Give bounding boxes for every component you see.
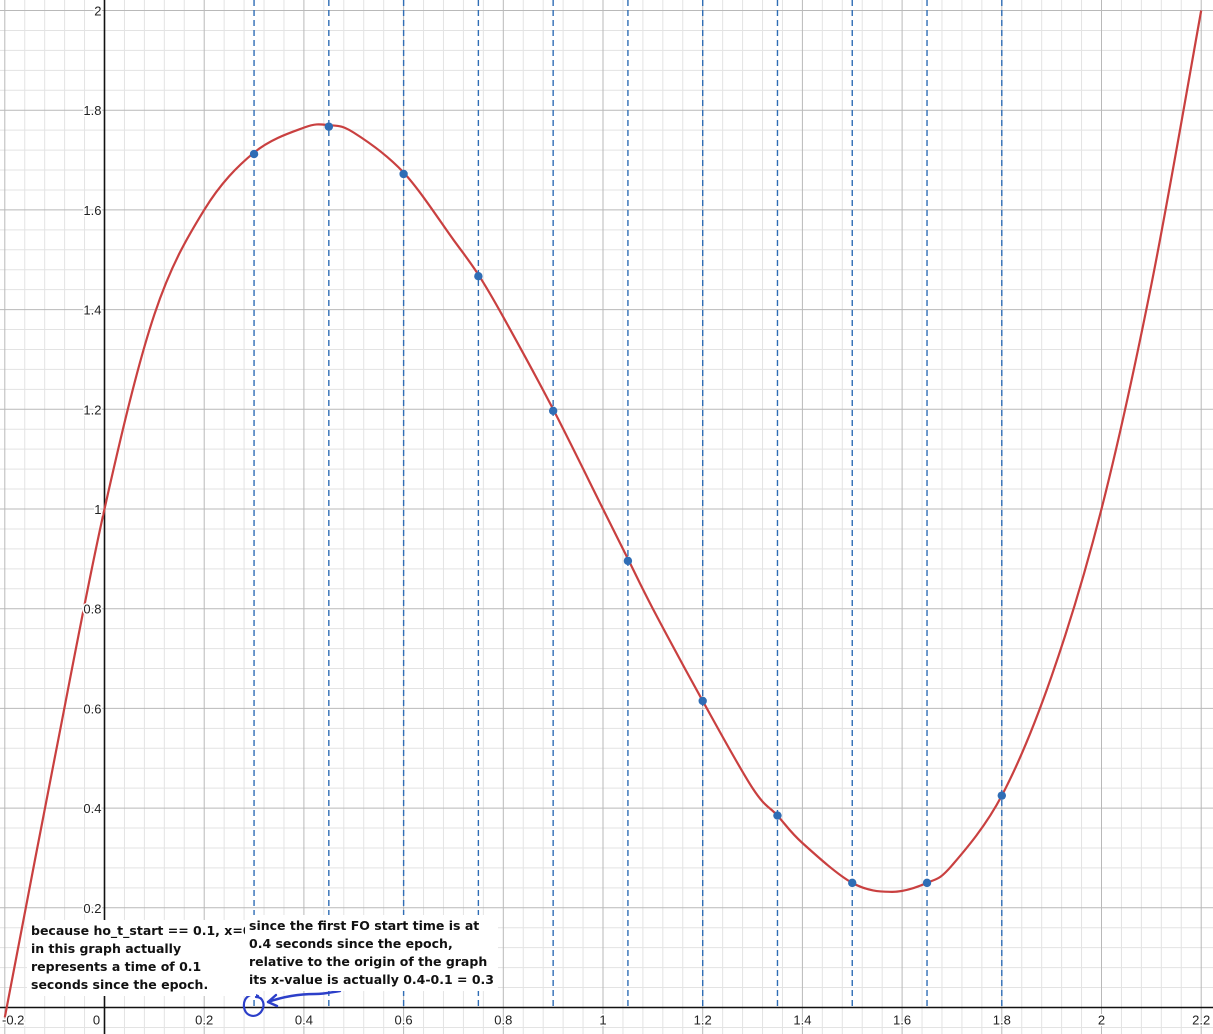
- x-tick-label: 2.2: [1192, 1013, 1210, 1028]
- y-tick-label: 1.4: [83, 303, 101, 318]
- annotation-left: because ho_t_start == 0.1, x=0 in this g…: [27, 920, 256, 996]
- x-tick-label: -0.2: [2, 1013, 24, 1028]
- y-tick-label: 0.8: [83, 602, 101, 617]
- data-point: [249, 149, 259, 159]
- x-tick-label: 2: [1098, 1013, 1105, 1028]
- data-point: [474, 272, 483, 281]
- x-tick-label: 1.2: [694, 1013, 712, 1028]
- y-tick-label: 2: [94, 4, 101, 19]
- x-tick-label: 0: [93, 1013, 100, 1028]
- data-point: [548, 406, 558, 415]
- y-tick-label: 1: [94, 502, 101, 517]
- x-tick-label: 0.8: [494, 1013, 512, 1028]
- data-point: [997, 791, 1006, 800]
- data-point: [399, 169, 408, 179]
- curve-layer: [3, 10, 1203, 1018]
- y-tick-label: 1.2: [83, 402, 101, 417]
- x-tick-label: 1.6: [893, 1013, 911, 1028]
- y-tick-label: 1.6: [83, 203, 101, 218]
- x-tick-label: 0.6: [395, 1013, 413, 1028]
- x-tick-label: 1.8: [993, 1013, 1011, 1028]
- y-tick-label: 0.6: [83, 701, 101, 716]
- handwritten-arrow-mark: [242, 989, 342, 1017]
- x-tick-label: 0.2: [195, 1013, 213, 1028]
- data-point: [324, 122, 334, 131]
- vertical-dashed-lines: [253, 0, 1003, 1008]
- y-tick-label: 0.4: [83, 801, 101, 816]
- x-tick-label: 0.4: [295, 1013, 313, 1028]
- handwritten-arrow-head: [266, 993, 279, 1008]
- data-point: [773, 811, 782, 820]
- data-point: [848, 878, 857, 888]
- curve-line: [3, 10, 1203, 1018]
- data-point: [623, 556, 633, 566]
- x-tick-label: 1.4: [793, 1013, 811, 1028]
- data-point: [922, 878, 932, 888]
- annotation-right: since the first FO start time is at 0.4 …: [245, 915, 498, 991]
- y-tick-label: 1.8: [83, 103, 101, 118]
- y-tick-label: 0.2: [83, 901, 101, 916]
- handwritten-circle: [242, 993, 265, 1017]
- data-point: [698, 696, 707, 706]
- handwritten-arrow-shaft: [266, 989, 342, 1004]
- data-points: [249, 122, 1006, 888]
- x-tick-label: 1: [599, 1013, 606, 1028]
